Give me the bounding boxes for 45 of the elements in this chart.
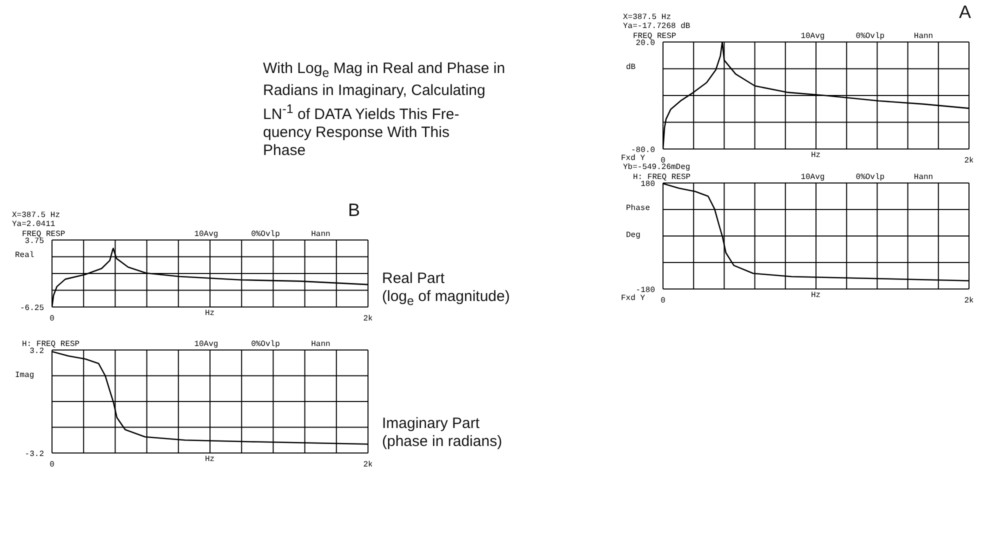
x-axis-title: Hz — [205, 309, 215, 318]
chart-title: FREQ RESP — [633, 32, 676, 41]
chart-title: H: FREQ RESP — [22, 340, 80, 349]
chart-title: FREQ RESP — [22, 230, 66, 239]
y-axis-title: dB — [626, 62, 636, 74]
text: Imaginary Part (phase in radians) — [382, 415, 504, 451]
text: With Log$_{e}$ Mag in Real and Phase in Radians in Imaginary, Calculating LN$^{-1}$ of DATA Yields This Fre- quency Response With This Phase — [263, 60, 506, 159]
text: Fxd Y — [621, 294, 646, 303]
y-tick-label: -180 — [636, 286, 656, 295]
y-tick-label: -6.25 — [20, 304, 44, 313]
chart-subtitle: X=387.5 Hz Ya=2.0411 — [12, 211, 60, 229]
text: Hann — [311, 230, 330, 239]
text: Hann — [914, 32, 934, 41]
x-tick-label: 0 — [50, 314, 55, 324]
text: 10Avg — [194, 230, 218, 239]
text: 10Avg — [194, 340, 218, 349]
chart-subtitle: Yb=-549.26mDeg — [623, 163, 690, 172]
text: Real Part (log$_{e}$ of magnitude) — [382, 270, 511, 310]
y-tick-label: -80.0 — [630, 146, 656, 155]
x-axis-title: Hz — [205, 455, 215, 464]
x-axis-title: Hz — [811, 291, 821, 300]
y-tick-label: 3.2 — [30, 346, 44, 356]
text: 0%Ovlp — [251, 230, 280, 239]
text: A — [959, 2, 972, 23]
y-tick-label: -3.2 — [24, 450, 44, 459]
y-axis-title: Imag — [15, 370, 34, 382]
text: 0%Ovlp — [251, 340, 280, 349]
text: 10Avg — [800, 32, 825, 41]
text: 0%Ovlp — [856, 32, 885, 41]
chart-subtitle: X=387.5 Hz Ya=-17.7268 dB — [623, 13, 690, 31]
text: B — [348, 200, 360, 221]
x-axis-title: Hz — [811, 151, 821, 160]
x-tick-label: 0 — [50, 460, 55, 470]
x-tick-label: 0 — [660, 296, 666, 306]
text: 10Avg — [800, 173, 825, 182]
chart-title: H: FREQ RESP — [633, 173, 691, 182]
text: Fxd Y — [621, 154, 646, 163]
y-axis-title: Real — [15, 250, 34, 262]
text: Hann — [914, 173, 934, 182]
y-tick-label: 3.75 — [24, 236, 44, 246]
text: Phase Deg — [626, 204, 650, 240]
y-tick-label: 180 — [640, 180, 656, 189]
text: Hann — [311, 340, 330, 349]
y-tick-label: 20.0 — [636, 38, 656, 48]
text: 0%Ovlp — [856, 173, 885, 182]
